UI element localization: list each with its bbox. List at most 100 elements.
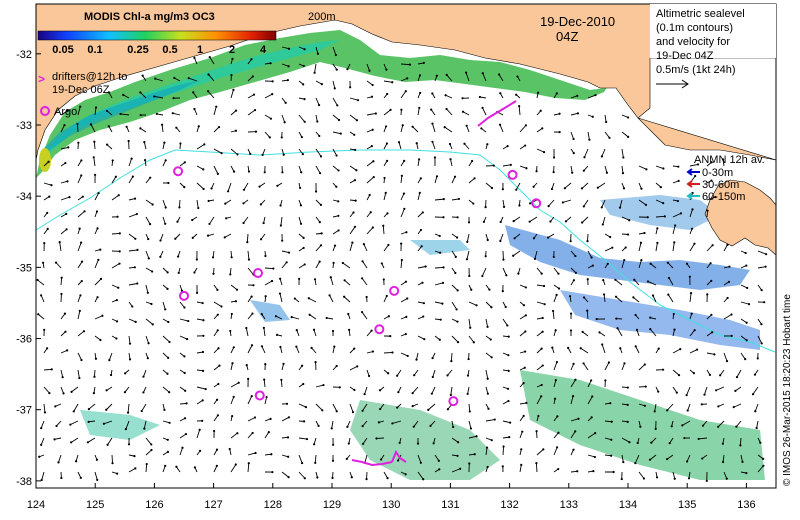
velocity-arrow-head — [396, 459, 400, 462]
velocity-arrow — [451, 437, 459, 443]
velocity-arrow — [570, 363, 574, 371]
velocity-arrow-head — [765, 253, 768, 256]
velocity-arrow — [349, 403, 354, 413]
velocity-arrow — [343, 296, 351, 303]
velocity-arrow-head — [166, 450, 170, 453]
velocity-arrow — [279, 293, 283, 303]
anmn-item-2: 30-60m — [702, 179, 739, 191]
velocity-arrow-head — [247, 462, 250, 465]
velocity-arrow-head — [287, 47, 291, 50]
velocity-arrow-head — [299, 186, 302, 190]
velocity-arrow-head — [95, 210, 99, 213]
velocity-arrow — [362, 261, 368, 269]
velocity-arrow-head — [245, 326, 248, 330]
velocity-arrow — [196, 182, 204, 190]
velocity-arrow — [56, 420, 62, 427]
velocity-arrow-head — [87, 407, 91, 411]
velocity-arrow-head — [333, 345, 336, 348]
velocity-arrow-head — [335, 364, 338, 368]
velocity-arrow — [60, 146, 69, 150]
velocity-arrow — [570, 396, 574, 405]
velocity-arrow-head — [153, 95, 156, 98]
velocity-arrow-head — [140, 409, 143, 413]
velocity-arrow-head — [400, 242, 403, 245]
velocity-arrow — [587, 396, 593, 405]
velocity-arrow-head — [229, 329, 232, 333]
velocity-arrow — [597, 182, 606, 189]
argo-legend-label: Argo — [54, 106, 77, 118]
velocity-arrow — [562, 199, 572, 203]
velocity-arrow — [621, 165, 624, 174]
velocity-arrow-head — [422, 302, 425, 305]
velocity-arrow-head — [210, 187, 213, 190]
velocity-arrow — [111, 284, 119, 289]
velocity-arrow-head — [406, 354, 409, 358]
velocity-arrow — [652, 295, 657, 303]
velocity-arrow-head — [596, 186, 599, 189]
velocity-arrow — [553, 294, 558, 303]
velocity-arrow — [230, 284, 238, 291]
velocity-arrow-head — [235, 288, 239, 291]
velocity-arrow-head — [179, 142, 182, 145]
velocity-arrow-head — [557, 467, 560, 471]
velocity-arrow-head — [721, 442, 724, 445]
velocity-arrow — [498, 74, 504, 82]
velocity-arrow-head — [711, 244, 714, 247]
velocity-arrow-head — [551, 346, 554, 349]
velocity-arrow-head — [253, 416, 257, 419]
velocity-arrow-head — [80, 260, 84, 263]
velocity-arrow — [689, 293, 692, 303]
velocity-arrow-head — [124, 428, 127, 431]
velocity-arrow-head — [710, 279, 713, 282]
velocity-arrow-head — [242, 221, 245, 225]
velocity-arrow — [77, 261, 83, 269]
velocity-arrow-head — [502, 205, 506, 208]
velocity-arrow-head — [608, 136, 611, 139]
velocity-arrow — [141, 403, 147, 412]
velocity-arrow-head — [591, 115, 594, 118]
velocity-arrow — [400, 193, 405, 201]
velocity-arrow-head — [197, 206, 200, 210]
velocity-arrow-head — [670, 425, 673, 428]
velocity-arrow-head — [516, 75, 519, 78]
lon-tick-label: 134 — [619, 499, 637, 511]
velocity-arrow — [264, 114, 272, 120]
velocity-arrow-head — [760, 289, 763, 292]
velocity-arrow-head — [633, 278, 636, 281]
velocity-arrow — [162, 420, 170, 424]
velocity-arrow-head — [36, 278, 39, 282]
velocity-arrow — [553, 267, 559, 274]
velocity-arrow — [213, 330, 219, 337]
velocity-arrow — [247, 76, 254, 82]
velocity-arrow-head — [431, 356, 434, 360]
velocity-arrow-head — [76, 122, 79, 126]
velocity-arrow — [162, 335, 170, 343]
velocity-arrow-head — [299, 204, 303, 207]
velocity-arrow-head — [146, 291, 149, 294]
velocity-arrow-head — [269, 62, 272, 65]
velocity-arrow — [581, 216, 589, 223]
velocity-arrow-head — [391, 351, 394, 354]
velocity-arrow — [128, 249, 138, 252]
velocity-arrow-head — [610, 438, 613, 441]
velocity-arrow — [468, 435, 477, 439]
velocity-arrow — [315, 97, 320, 106]
velocity-arrow-head — [628, 219, 631, 222]
velocity-arrow-head — [540, 395, 543, 398]
velocity-arrow — [602, 216, 606, 225]
velocity-arrow-head — [164, 222, 167, 225]
velocity-arrow-head — [411, 125, 414, 128]
velocity-arrow-head — [508, 436, 511, 439]
velocity-arrow-head — [569, 240, 572, 243]
velocity-arrow-head — [217, 125, 221, 129]
velocity-arrow — [583, 363, 589, 371]
velocity-arrow-head — [250, 58, 253, 61]
velocity-arrow-head — [279, 224, 282, 227]
velocity-arrow-head — [136, 282, 139, 285]
colorbar-tick-label: 0.25 — [127, 44, 148, 56]
velocity-arrow — [245, 327, 249, 337]
velocity-arrow-head — [563, 187, 566, 190]
velocity-arrow-head — [105, 109, 109, 113]
velocity-arrow-head — [431, 92, 434, 95]
velocity-arrow-head — [386, 159, 389, 162]
